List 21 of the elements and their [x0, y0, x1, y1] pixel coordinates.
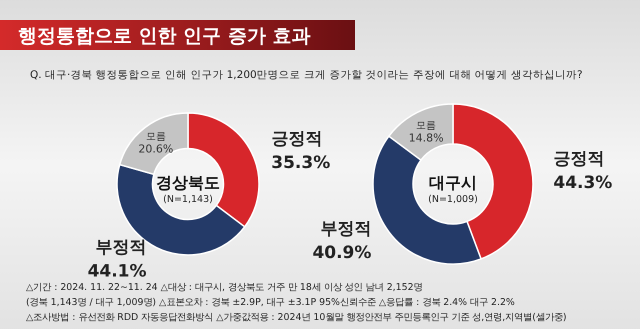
data-label: 44.3% — [553, 172, 612, 193]
text: △기간 : 2024. 11. 22~11. 24 △대상 : 대구시, 경상북도 거주 만 18세 이상 성인 남녀 2,152명 — [26, 282, 423, 293]
text: Q. 대구·경북 행정통합으로 인해 인구가 1,200만명으로 크게 증가할 것이라는 주장에 대해 어떻게 생각하십니까? — [30, 69, 583, 81]
slice-label: 모름 — [146, 132, 166, 143]
slice-label: 모름 — [416, 120, 436, 132]
slice-label: 긍정적 — [271, 128, 322, 149]
slice-label: 긍정적 — [553, 148, 604, 169]
text: 경상북도 — [156, 173, 220, 192]
data-label: 40.9% — [312, 243, 372, 264]
text: △조사방법 : 유선전화 RDD 자동응답전화방식 △가중값적용 : 2024년 10월말 행정안전부 주민등록인구 기준 성,연령,지역별(셀가중) — [26, 312, 567, 323]
text: 행정통합으로 인한 인구 증가 효과 — [18, 25, 310, 47]
data-label: 44.1% — [88, 262, 147, 282]
text: (N=1,143) — [163, 194, 213, 205]
slice-label: 부정적 — [320, 219, 372, 240]
text: (N=1,009) — [428, 194, 478, 205]
text: 대구시 — [429, 173, 477, 192]
data-label: 35.3% — [271, 152, 330, 173]
slice-label: 부정적 — [96, 238, 147, 258]
data-label: 20.6% — [138, 142, 174, 156]
text: (경북 1,143명 / 대구 1,009명) △표본오차 : 경북 ±2.9P, 대구 ±3.1P 95%신뢰수준 △응답률 : 경북 2.4% 대구 2.2% — [26, 297, 515, 308]
data-label: 14.8% — [408, 131, 444, 144]
